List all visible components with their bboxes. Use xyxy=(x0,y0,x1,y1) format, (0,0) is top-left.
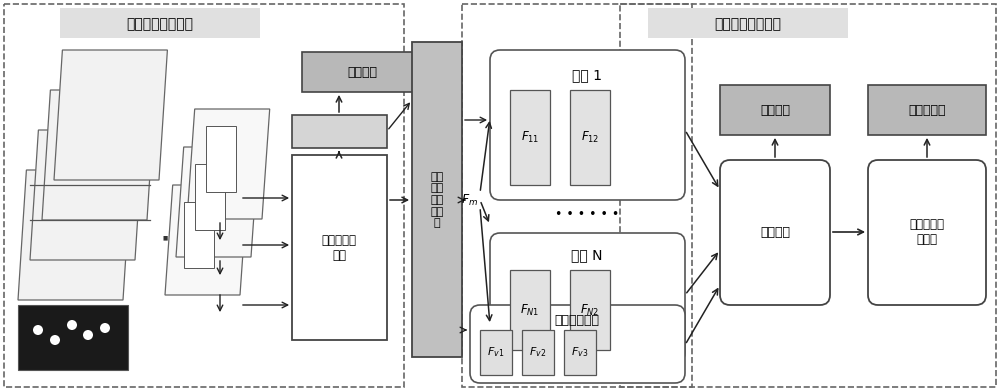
Circle shape xyxy=(83,330,93,340)
FancyBboxPatch shape xyxy=(490,233,685,363)
Text: $F_{v2}$: $F_{v2}$ xyxy=(529,345,547,359)
Bar xyxy=(302,52,422,92)
Polygon shape xyxy=(176,147,259,257)
Bar xyxy=(292,155,387,340)
Text: • • • • • •: • • • • • • xyxy=(555,208,619,221)
Text: $F_{11}$: $F_{11}$ xyxy=(521,129,539,145)
Text: 特征向量模块: 特征向量模块 xyxy=(554,314,600,326)
Text: $F_{12}$: $F_{12}$ xyxy=(581,129,599,145)
Circle shape xyxy=(100,323,110,333)
Text: 边框损失: 边框损失 xyxy=(347,66,377,79)
Text: 嵌入损失: 嵌入损失 xyxy=(760,104,790,117)
Polygon shape xyxy=(195,163,225,230)
Bar xyxy=(564,330,596,375)
Text: 计算分类识
别概率: 计算分类识 别概率 xyxy=(910,218,944,246)
Bar xyxy=(868,85,986,135)
Bar xyxy=(648,8,848,38)
Polygon shape xyxy=(165,185,248,295)
Polygon shape xyxy=(187,109,270,219)
Text: $F_{N1}$: $F_{N1}$ xyxy=(520,303,540,317)
Text: 感兴
趣区
域卷
积模
块: 感兴 趣区 域卷 积模 块 xyxy=(430,172,444,228)
Text: 类别 N: 类别 N xyxy=(571,248,603,262)
Bar xyxy=(480,330,512,375)
Text: 目标区域识别模块: 目标区域识别模块 xyxy=(714,17,782,31)
Bar xyxy=(412,42,462,357)
Bar xyxy=(462,4,692,387)
Text: $F_{v3}$: $F_{v3}$ xyxy=(571,345,589,359)
Circle shape xyxy=(50,335,60,345)
Polygon shape xyxy=(54,50,167,180)
Circle shape xyxy=(33,325,43,335)
Text: 感兴趣区域
池化: 感兴趣区域 池化 xyxy=(322,234,356,262)
Bar xyxy=(18,305,128,370)
Text: 目标区域提取模块: 目标区域提取模块 xyxy=(126,17,194,31)
Bar xyxy=(4,4,404,387)
Polygon shape xyxy=(42,90,155,220)
FancyBboxPatch shape xyxy=(868,160,986,305)
Text: 交叉熵损失: 交叉熵损失 xyxy=(908,104,946,117)
Polygon shape xyxy=(206,126,236,192)
Polygon shape xyxy=(184,201,214,267)
FancyBboxPatch shape xyxy=(470,305,685,383)
Bar xyxy=(60,8,260,38)
Bar xyxy=(620,4,996,387)
Bar xyxy=(720,85,830,135)
FancyBboxPatch shape xyxy=(720,160,830,305)
Text: $F_{N2}$: $F_{N2}$ xyxy=(580,303,600,317)
Text: ■: ■ xyxy=(162,235,168,240)
Polygon shape xyxy=(30,130,143,260)
Polygon shape xyxy=(18,170,131,300)
Bar xyxy=(510,270,550,350)
Bar xyxy=(292,115,387,148)
Bar xyxy=(570,90,610,185)
Text: $F_{v1}$: $F_{v1}$ xyxy=(487,345,505,359)
Bar xyxy=(570,270,610,350)
Text: 计算距离: 计算距离 xyxy=(760,226,790,239)
Text: $F_m$: $F_m$ xyxy=(461,192,479,208)
Circle shape xyxy=(67,320,77,330)
Text: 类别 1: 类别 1 xyxy=(572,68,602,82)
Bar xyxy=(522,330,554,375)
FancyBboxPatch shape xyxy=(490,50,685,200)
Bar xyxy=(510,90,550,185)
